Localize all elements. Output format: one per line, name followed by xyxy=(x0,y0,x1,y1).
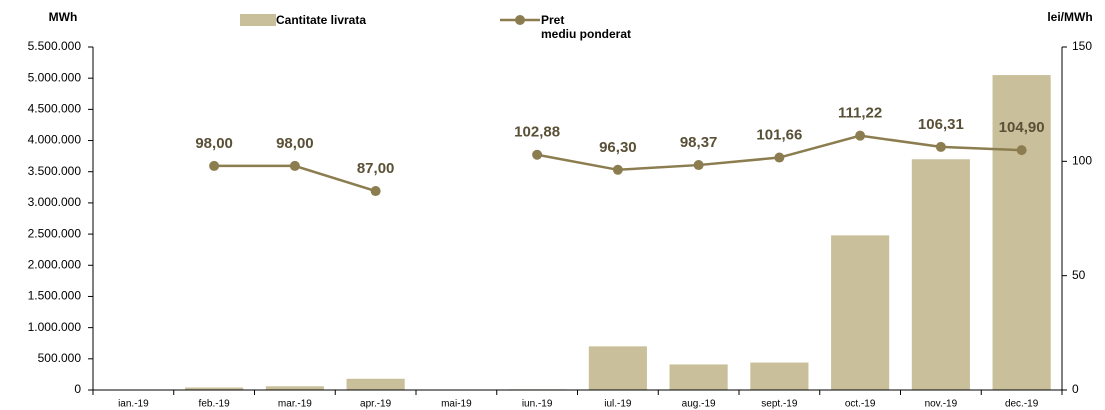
y-tick-label: 2.500.000 xyxy=(28,226,82,240)
y2-tick-label: 150 xyxy=(1072,39,1092,53)
marker xyxy=(289,160,300,171)
data-label: 98,37 xyxy=(680,134,718,151)
y2-tick-label: 100 xyxy=(1072,154,1092,168)
data-label: 98,00 xyxy=(195,135,233,152)
y2-tick-label: 50 xyxy=(1072,268,1086,282)
marker xyxy=(532,149,543,160)
y-tick-label: 5.500.000 xyxy=(28,39,82,53)
x-tick-label: aug.-19 xyxy=(682,399,716,410)
x-tick-label: feb.-19 xyxy=(199,399,231,410)
x-tick-label: oct.-19 xyxy=(845,399,876,410)
y-tick-label: 3.500.000 xyxy=(28,164,82,178)
data-label: 98,00 xyxy=(276,135,314,152)
y-tick-label: 0 xyxy=(74,382,81,396)
x-tick-label: ian.-19 xyxy=(118,399,149,410)
data-label: 87,00 xyxy=(357,160,395,177)
y2-tick-label: 0 xyxy=(1072,382,1079,396)
x-tick-label: mai-19 xyxy=(441,399,472,410)
marker xyxy=(774,152,785,163)
marker xyxy=(693,160,704,171)
y-tick-label: 500.000 xyxy=(38,351,82,365)
y-tick-label: 5.000.000 xyxy=(28,70,82,84)
bar xyxy=(346,378,405,390)
data-label: 102,88 xyxy=(514,124,560,141)
marker xyxy=(209,160,220,171)
data-label: 104,90 xyxy=(999,119,1045,136)
bar xyxy=(588,346,647,390)
y2-axis-title: lei/MWh xyxy=(1047,10,1092,24)
x-tick-label: iul.-19 xyxy=(604,399,632,410)
bar xyxy=(750,362,809,390)
x-tick-label: sept.-19 xyxy=(761,399,798,410)
data-label: 106,31 xyxy=(918,116,964,133)
x-tick-label: mar.-19 xyxy=(278,399,312,410)
data-label: 111,22 xyxy=(838,105,882,122)
legend-swatch-marker xyxy=(515,15,525,25)
legend-label: Cantitate livrata xyxy=(276,13,367,27)
bar xyxy=(185,387,244,390)
y-tick-label: 1.500.000 xyxy=(28,289,82,303)
x-tick-label: nov.-19 xyxy=(925,399,958,410)
data-label: 96,30 xyxy=(599,139,637,156)
y-tick-label: 4.500.000 xyxy=(28,102,82,116)
marker xyxy=(935,141,946,152)
y-tick-label: 2.000.000 xyxy=(28,257,82,271)
y-tick-label: 1.000.000 xyxy=(28,320,82,334)
y-tick-label: 3.000.000 xyxy=(28,195,82,209)
x-tick-label: iun.-19 xyxy=(522,399,553,410)
bar xyxy=(831,235,890,390)
marker xyxy=(855,130,866,141)
x-tick-label: apr.-19 xyxy=(360,399,392,410)
bar xyxy=(669,364,728,390)
legend-label: Pret mediu ponderat xyxy=(541,13,632,41)
bar xyxy=(992,75,1051,391)
data-label: 101,66 xyxy=(756,127,802,144)
marker xyxy=(612,164,623,175)
x-tick-label: dec.-19 xyxy=(1005,399,1039,410)
marker xyxy=(1016,145,1027,156)
y-tick-label: 4.000.000 xyxy=(28,133,82,147)
legend-swatch-bar xyxy=(240,14,276,26)
marker xyxy=(370,186,381,197)
bar xyxy=(265,386,324,390)
bar xyxy=(911,159,970,390)
y-axis-title: MWh xyxy=(49,10,78,24)
